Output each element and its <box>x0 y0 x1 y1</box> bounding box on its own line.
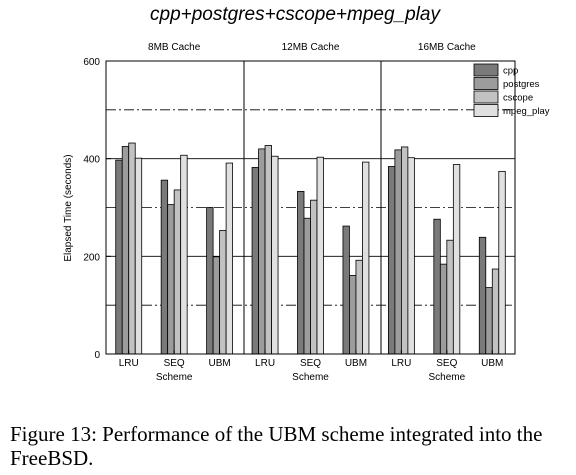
bar-mpeg_play <box>225 162 234 355</box>
bar-cscope <box>264 145 272 355</box>
legend-label: postgres <box>503 79 540 90</box>
panel-labels: 8MB Cache LRU SEQ UBM Scheme 12MB Cache LRU SEQ… <box>119 42 504 383</box>
panel-title: 8MB Cache <box>148 42 201 53</box>
x-tick-label: SEQ <box>164 358 185 369</box>
bar-mpeg_play <box>362 161 370 355</box>
bar-cscope <box>446 239 454 355</box>
bar-cpp <box>297 190 305 355</box>
legend-label: cscope <box>503 93 533 104</box>
bar-postgres <box>167 204 175 355</box>
legend-swatch <box>473 77 499 90</box>
legend: cpp postgres cscope mpeg_play <box>473 63 550 117</box>
bar-mpeg_play <box>452 164 461 355</box>
bar-postgres <box>394 149 402 355</box>
bar-postgres <box>485 287 493 355</box>
bar-mpeg_play <box>180 154 188 355</box>
bar-postgres <box>258 148 266 355</box>
chart-title: cpp+postgres+cscope+mpeg_play <box>150 4 441 25</box>
bar-cscope <box>219 230 227 355</box>
x-tick-label: SEQ <box>300 358 321 369</box>
bar-mpeg_play <box>271 155 279 355</box>
x-axis-label: Scheme <box>156 372 193 383</box>
bars <box>115 142 506 355</box>
x-tick-label: UBM <box>345 358 367 369</box>
bar-postgres <box>439 263 448 355</box>
panel-title: 12MB Cache <box>282 42 340 53</box>
figure-caption: Figure 13: Performance of the UBM scheme… <box>10 422 543 470</box>
panel-title: 16MB Cache <box>418 42 476 53</box>
x-tick-label: UBM <box>481 358 503 369</box>
bar-cpp <box>387 166 396 355</box>
bar-postgres <box>212 256 221 355</box>
bar-cpp <box>478 236 487 355</box>
bar-cscope <box>355 259 363 355</box>
bar-postgres <box>303 217 311 355</box>
legend-swatch <box>473 104 499 117</box>
y-tick-label: 600 <box>83 57 100 68</box>
x-tick-label: LRU <box>119 358 139 369</box>
bar-cpp <box>433 218 441 355</box>
y-tick-label: 400 <box>83 155 100 166</box>
bar-cpp <box>342 225 350 355</box>
x-tick-label: LRU <box>391 358 411 369</box>
legend-label: mpeg_play <box>503 106 550 117</box>
x-tick-label: LRU <box>255 358 275 369</box>
bar-cpp <box>251 167 259 355</box>
bar-mpeg_play <box>316 156 324 355</box>
bar-cpp <box>115 159 123 355</box>
bar-cpp <box>160 179 169 355</box>
legend-swatch <box>473 90 499 104</box>
bar-mpeg_play <box>498 170 506 355</box>
figure: cpp+postgres+cscope+mpeg_play 0 200 400 600… <box>63 4 550 383</box>
bar-cscope <box>400 146 409 355</box>
legend-swatch <box>473 63 499 77</box>
bar-cscope <box>173 189 182 355</box>
y-tick-label: 200 <box>83 252 100 263</box>
x-axis-label: Scheme <box>428 372 465 383</box>
bar-postgres <box>121 146 130 355</box>
bar-cscope <box>491 268 500 355</box>
x-tick-label: SEQ <box>436 358 457 369</box>
legend-label: cpp <box>503 66 518 77</box>
y-tick-label: 0 <box>94 350 100 361</box>
y-axis-label: Elapsed Time (seconds) <box>63 154 74 261</box>
x-axis-label: Scheme <box>292 372 329 383</box>
bar-cscope <box>310 199 318 355</box>
y-axis-ticks: 0 200 400 600 <box>83 57 111 361</box>
bar-cpp <box>206 207 214 355</box>
bar-mpeg_play <box>407 157 415 355</box>
bar-cscope <box>128 142 136 355</box>
bar-mpeg_play <box>134 157 143 355</box>
bar-postgres <box>349 274 357 355</box>
x-tick-label: UBM <box>208 358 230 369</box>
